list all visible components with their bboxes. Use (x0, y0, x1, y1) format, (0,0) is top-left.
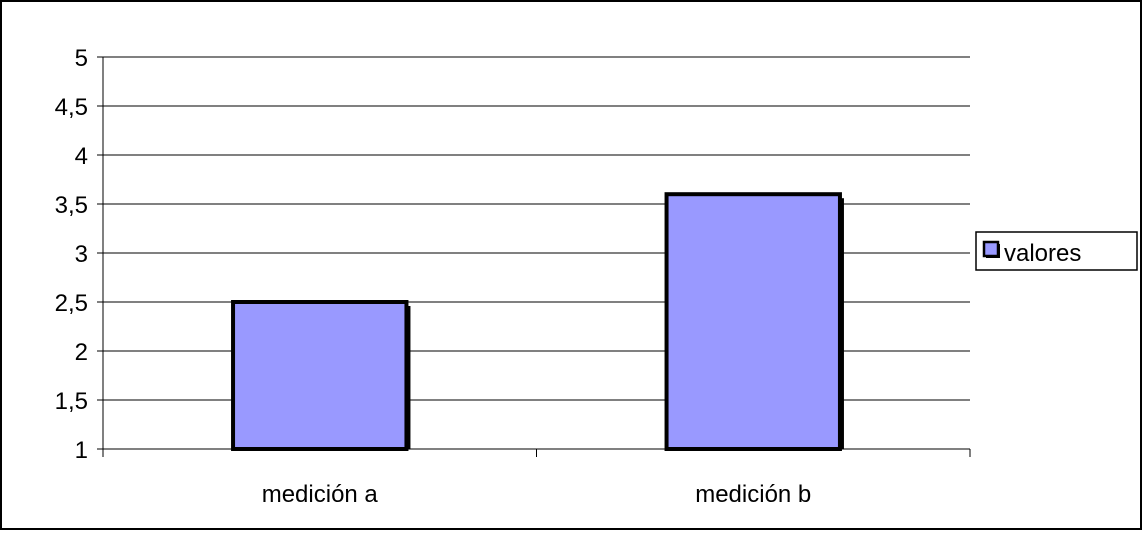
y-tick-label: 1 (75, 437, 88, 464)
y-tick-label: 2,5 (55, 290, 88, 317)
y-tick-label: 3 (75, 241, 88, 268)
bar-medicion-b (664, 192, 842, 451)
y-tick-labels: 1 1,5 2 2,5 3 3,5 4 4,5 5 (55, 45, 88, 464)
bar-medicion-a (231, 300, 409, 451)
y-tick-label: 4,5 (55, 94, 88, 121)
y-tick-label: 5 (75, 45, 88, 72)
x-tick-label: medición a (262, 481, 379, 508)
legend-label-valores: valores (1004, 240, 1081, 267)
x-tick-label: medición b (695, 481, 811, 508)
bars (231, 192, 844, 451)
y-tick-label: 1,5 (55, 388, 88, 415)
y-tick-label: 3,5 (55, 192, 88, 219)
y-tick-label: 4 (75, 143, 88, 170)
x-tick-labels: medición a medición b (262, 481, 812, 508)
legend-swatch-valores (982, 240, 1000, 258)
legend-box (975, 231, 1138, 271)
y-tick-label: 2 (75, 339, 88, 366)
legend: valores (975, 231, 1138, 271)
